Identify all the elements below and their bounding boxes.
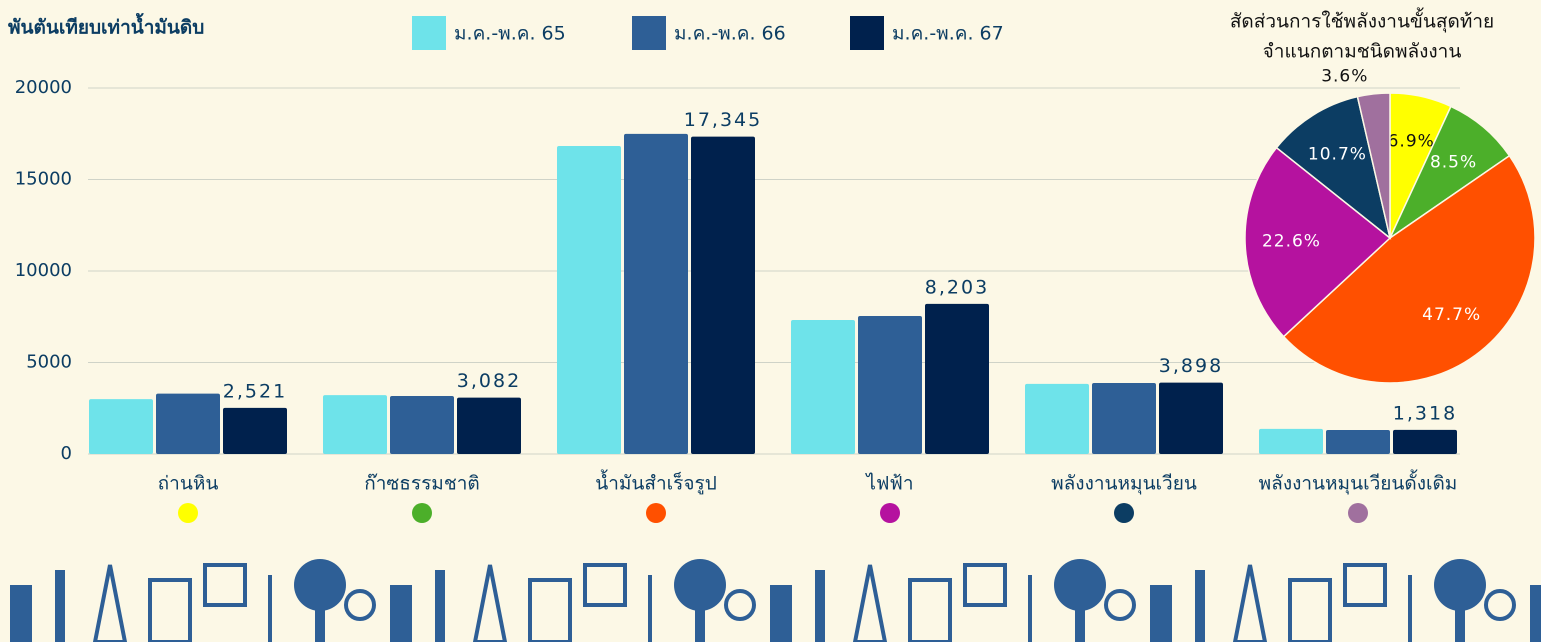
decoration-band: [0, 545, 1541, 642]
bar: [1092, 382, 1156, 454]
bar: [691, 136, 755, 455]
pie-label: 3.6%: [1321, 67, 1368, 87]
x-tick-label: ก๊าซธรรมชาติ: [364, 473, 480, 495]
x-tick-label: ถ่านหิน: [158, 473, 219, 495]
bar: [457, 397, 521, 454]
category-dot: [646, 503, 666, 523]
data-label: 3,082: [457, 370, 521, 392]
bar: [557, 146, 621, 455]
legend-label: ม.ค.-พ.ค. 65: [454, 23, 566, 45]
legend-swatch: [412, 16, 446, 50]
pie-label: 6.9%: [1388, 132, 1435, 152]
data-label: 17,345: [684, 109, 762, 131]
bar: [791, 320, 855, 454]
bar: [1159, 382, 1223, 454]
bar: [1025, 383, 1089, 454]
data-label: 3,898: [1159, 355, 1223, 377]
y-tick-label: 5000: [26, 352, 72, 373]
data-label: 2,521: [223, 380, 287, 402]
bar: [1393, 429, 1457, 454]
y-tick-label: 0: [61, 443, 72, 464]
category-dot: [1348, 503, 1368, 523]
legend-swatch: [850, 16, 884, 50]
bar: [925, 303, 989, 454]
x-tick-label: พลังงานหมุนเวียนดั้งเดิม: [1259, 470, 1458, 496]
y-tick-label: 10000: [15, 260, 72, 281]
bar: [156, 393, 220, 454]
pie-slice: [1244, 146, 1392, 338]
pie-slice: [1275, 95, 1392, 240]
category-dot: [178, 503, 198, 523]
pie-title: จำแนกตามชนิดพลังงาน: [1263, 41, 1462, 63]
y-tick-label: 15000: [15, 169, 72, 190]
data-label: 8,203: [925, 276, 989, 298]
pie-label: 47.7%: [1422, 305, 1481, 325]
legend-swatch: [632, 16, 666, 50]
bar: [858, 316, 922, 454]
bar: [1259, 428, 1323, 454]
pie-label: 22.6%: [1262, 232, 1321, 252]
bar: [1326, 430, 1390, 454]
bar: [89, 399, 153, 454]
pie-slice: [1282, 154, 1536, 384]
data-label: 1,318: [1393, 402, 1457, 424]
category-dot: [880, 503, 900, 523]
legend-label: ม.ค.-พ.ค. 67: [892, 23, 1004, 45]
category-dot: [412, 503, 432, 523]
y-axis-label: พันตันเทียบเท่าน้ำมันดิบ: [8, 13, 204, 39]
bar: [624, 133, 688, 455]
x-tick-label: ไฟฟ้า: [864, 473, 913, 495]
legend-label: ม.ค.-พ.ค. 66: [674, 23, 786, 45]
pie-label: 10.7%: [1308, 145, 1367, 165]
pie-title: สัดส่วนการใช้พลังงานขั้นสุดท้าย: [1230, 8, 1494, 34]
y-tick-label: 20000: [15, 77, 72, 98]
bar: [223, 407, 287, 454]
bar: [323, 395, 387, 454]
x-tick-label: น้ำมันสำเร็จรูป: [595, 470, 717, 495]
pie-label: 8.5%: [1430, 153, 1477, 173]
pie-slice: [1356, 92, 1391, 239]
category-dot: [1114, 503, 1134, 523]
x-tick-label: พลังงานหมุนเวียน: [1051, 473, 1197, 496]
bar: [390, 395, 454, 454]
